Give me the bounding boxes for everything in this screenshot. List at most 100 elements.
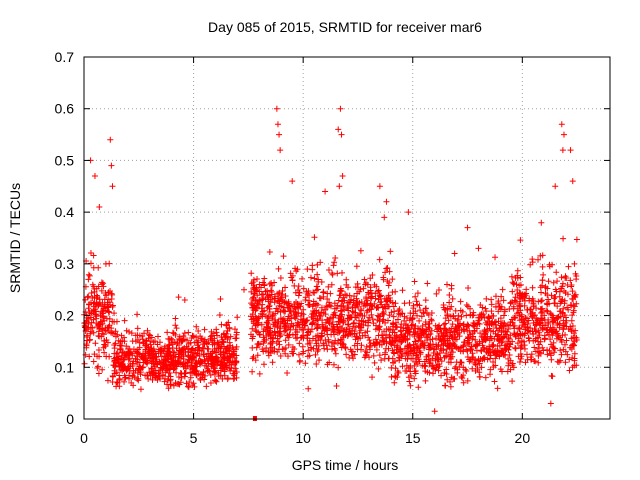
data-point (203, 362, 210, 369)
data-point (285, 341, 292, 348)
data-point (266, 248, 273, 255)
data-point (95, 363, 102, 370)
data-point (345, 307, 352, 314)
data-point (109, 183, 116, 190)
data-point (125, 349, 132, 356)
data-point (92, 340, 99, 347)
data-point (310, 289, 317, 296)
data-point (447, 383, 454, 390)
data-point (188, 360, 195, 367)
data-point (358, 346, 365, 353)
data-point (119, 363, 126, 370)
x-axis-label: GPS time / hours (292, 457, 399, 473)
data-point (433, 290, 440, 297)
data-point (320, 289, 327, 296)
data-point (218, 321, 225, 328)
data-point (95, 346, 102, 353)
data-point (108, 162, 115, 169)
data-point (370, 352, 377, 359)
data-point (134, 336, 141, 343)
data-point (411, 375, 418, 382)
data-point (134, 369, 141, 376)
y-tick-label: 0 (66, 411, 74, 427)
data-point (373, 346, 380, 353)
data-point (144, 372, 151, 379)
data-point (166, 336, 173, 343)
data-point (500, 312, 507, 319)
data-point (444, 281, 451, 288)
data-point (568, 317, 575, 324)
data-point (573, 276, 580, 283)
data-point (137, 386, 144, 393)
data-point (185, 340, 192, 347)
data-point (565, 263, 572, 270)
data-points (81, 105, 580, 421)
data-point (412, 293, 419, 300)
data-point (529, 284, 536, 291)
data-point (98, 287, 105, 294)
data-point (85, 276, 92, 283)
data-point (126, 355, 133, 362)
data-point (143, 337, 150, 344)
data-point (441, 382, 448, 389)
data-point (536, 341, 543, 348)
data-point (517, 345, 524, 352)
data-point (351, 319, 358, 326)
data-point (215, 345, 222, 352)
data-point (252, 357, 259, 364)
data-point (89, 281, 96, 288)
data-point (550, 279, 557, 286)
data-point (226, 339, 233, 346)
data-point (173, 363, 180, 370)
data-point (100, 283, 107, 290)
data-point (366, 337, 373, 344)
data-point (405, 209, 412, 216)
data-point (249, 295, 256, 302)
data-point (189, 332, 196, 339)
data-point (169, 329, 176, 336)
data-point (529, 256, 536, 263)
data-point (356, 288, 363, 295)
data-point (314, 271, 321, 278)
x-tick-label: 5 (190, 430, 198, 446)
data-point (175, 294, 182, 301)
data-point (295, 292, 302, 299)
data-point (302, 360, 309, 367)
data-point (225, 319, 232, 326)
data-point (296, 289, 303, 296)
data-point (93, 302, 100, 309)
data-point (277, 275, 284, 282)
data-point (457, 298, 464, 305)
data-point (313, 360, 320, 367)
data-point (105, 303, 112, 310)
data-point (220, 331, 227, 338)
data-point (538, 289, 545, 296)
data-point (353, 263, 360, 270)
data-point (142, 346, 149, 353)
data-point (422, 297, 429, 304)
data-point (208, 360, 215, 367)
data-point (111, 310, 118, 317)
data-point (102, 327, 109, 334)
data-point (146, 350, 153, 357)
data-point (517, 237, 524, 244)
data-point (365, 334, 372, 341)
data-point (311, 234, 318, 241)
data-point (306, 340, 313, 347)
data-point (106, 309, 113, 316)
data-point (449, 295, 456, 302)
data-point (83, 334, 90, 341)
data-point (200, 351, 207, 358)
data-point (509, 378, 516, 385)
data-point (557, 347, 564, 354)
data-point (232, 346, 239, 353)
data-point (539, 277, 546, 284)
data-point (190, 354, 197, 361)
data-point (335, 297, 342, 304)
data-point (123, 352, 130, 359)
data-point (90, 358, 97, 365)
data-point (223, 322, 230, 329)
data-point (224, 375, 231, 382)
data-point (189, 382, 196, 389)
data-point (352, 336, 359, 343)
